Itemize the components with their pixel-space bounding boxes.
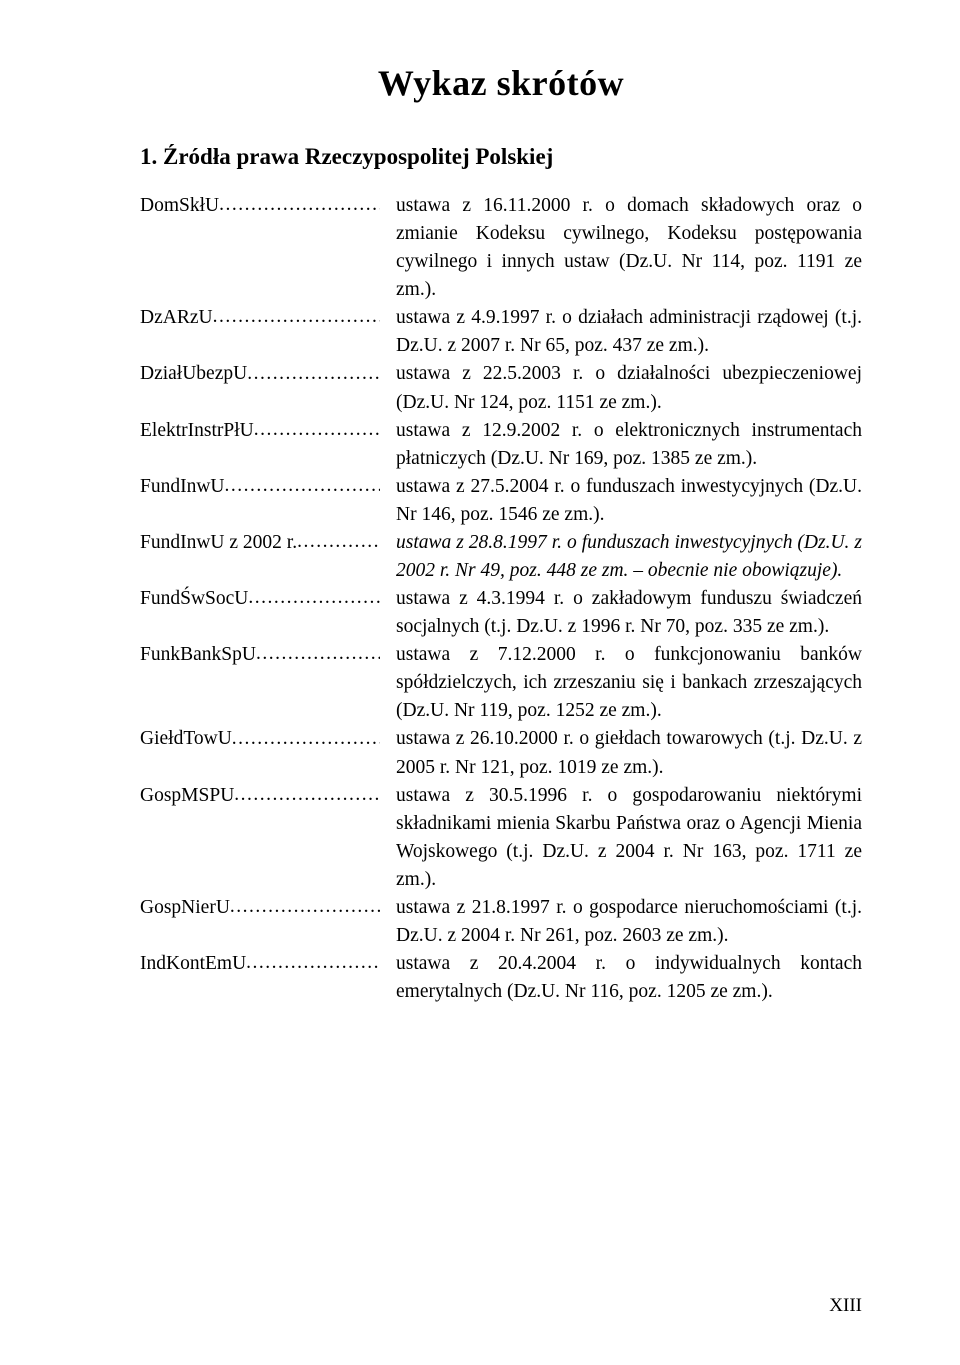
abbr-entry: GospNierU ustawa z 21.8.1997 r. o gospod…: [140, 894, 862, 950]
definition-text: ustawa z 26.10.2000 r. o giełdach towaro…: [380, 725, 862, 781]
abbr-text: DomSkłU: [140, 192, 219, 220]
definition-text: ustawa z 16.11.2000 r. o domach składowy…: [380, 192, 862, 304]
abbr-text: IndKontEmU: [140, 950, 246, 978]
abbr-text: FundInwU: [140, 473, 225, 501]
abbr-entry: GiełdTowU ustawa z 26.10.2000 r. o giełd…: [140, 725, 862, 781]
abbr-entry: GospMSPU ustawa z 30.5.1996 r. o gospoda…: [140, 782, 862, 894]
page-title: Wykaz skrótów: [140, 62, 862, 104]
leader-dots: [246, 951, 380, 978]
definition-text: ustawa z 12.9.2002 r. o elektronicznych …: [380, 417, 862, 473]
abbr-column: DomSkłU: [140, 192, 380, 220]
abbr-column: GospMSPU: [140, 782, 380, 810]
definition-text: ustawa z 7.12.2000 r. o funkcjonowaniu b…: [380, 641, 862, 725]
abbr-column: ElektrInstrPłU: [140, 417, 380, 445]
leader-dots: [256, 642, 380, 669]
document-page: Wykaz skrótów 1. Źródła prawa Rzeczyposp…: [0, 0, 960, 1365]
definition-text: ustawa z 20.4.2004 r. o indywidualnych k…: [380, 950, 862, 1006]
page-number: XIII: [829, 1295, 862, 1317]
leader-dots: [248, 586, 380, 613]
definition-text: ustawa z 22.5.2003 r. o działalności ube…: [380, 360, 862, 416]
definition-text: ustawa z 21.8.1997 r. o gospodarce nieru…: [380, 894, 862, 950]
abbr-entry: FunkBankSpU ustawa z 7.12.2000 r. o funk…: [140, 641, 862, 725]
leader-dots: [225, 474, 380, 501]
leader-dots: [213, 305, 380, 332]
abbr-column: FundŚwSocU: [140, 585, 380, 613]
leader-dots: [254, 417, 380, 444]
definition-text: ustawa z 4.3.1994 r. o zakładowym fundus…: [380, 585, 862, 641]
leader-dots: [247, 361, 380, 388]
abbr-column: GospNierU: [140, 894, 380, 922]
abbr-column: FunkBankSpU: [140, 641, 380, 669]
leader-dots: [297, 530, 380, 557]
abbr-text: FundŚwSocU: [140, 585, 248, 613]
leader-dots: [232, 726, 380, 753]
definition-text: ustawa z 4.9.1997 r. o działach administ…: [380, 304, 862, 360]
abbr-text: DzARzU: [140, 304, 213, 332]
abbreviation-list: DomSkłU ustawa z 16.11.2000 r. o domach …: [140, 192, 862, 1006]
leader-dots: [234, 782, 380, 809]
abbr-text: GiełdTowU: [140, 725, 232, 753]
abbr-text: GospNierU: [140, 894, 230, 922]
abbr-entry: FundInwU z 2002 r. ustawa z 28.8.1997 r.…: [140, 529, 862, 585]
abbr-column: GiełdTowU: [140, 725, 380, 753]
abbr-entry: FundŚwSocU ustawa z 4.3.1994 r. o zakład…: [140, 585, 862, 641]
abbr-column: DziałUbezpU: [140, 360, 380, 388]
abbr-entry: FundInwU ustawa z 27.5.2004 r. o fundusz…: [140, 473, 862, 529]
abbr-entry: DomSkłU ustawa z 16.11.2000 r. o domach …: [140, 192, 862, 304]
abbr-column: FundInwU z 2002 r.: [140, 529, 380, 557]
abbr-text: ElektrInstrPłU: [140, 417, 254, 445]
abbr-text: FundInwU z 2002 r.: [140, 529, 297, 557]
leader-dots: [219, 193, 380, 220]
abbr-entry: DzARzU ustawa z 4.9.1997 r. o działach a…: [140, 304, 862, 360]
abbr-entry: ElektrInstrPłU ustawa z 12.9.2002 r. o e…: [140, 417, 862, 473]
abbr-column: DzARzU: [140, 304, 380, 332]
abbr-column: IndKontEmU: [140, 950, 380, 978]
definition-text: ustawa z 28.8.1997 r. o funduszach inwes…: [380, 529, 862, 585]
abbr-text: GospMSPU: [140, 782, 234, 810]
leader-dots: [230, 895, 380, 922]
abbr-column: FundInwU: [140, 473, 380, 501]
abbr-entry: IndKontEmU ustawa z 20.4.2004 r. o indyw…: [140, 950, 862, 1006]
abbr-entry: DziałUbezpU ustawa z 22.5.2003 r. o dzia…: [140, 360, 862, 416]
definition-text: ustawa z 27.5.2004 r. o funduszach inwes…: [380, 473, 862, 529]
definition-text: ustawa z 30.5.1996 r. o gospodarowaniu n…: [380, 782, 862, 894]
abbr-text: DziałUbezpU: [140, 360, 247, 388]
section-heading: 1. Źródła prawa Rzeczypospolitej Polskie…: [140, 144, 862, 170]
abbr-text: FunkBankSpU: [140, 641, 256, 669]
